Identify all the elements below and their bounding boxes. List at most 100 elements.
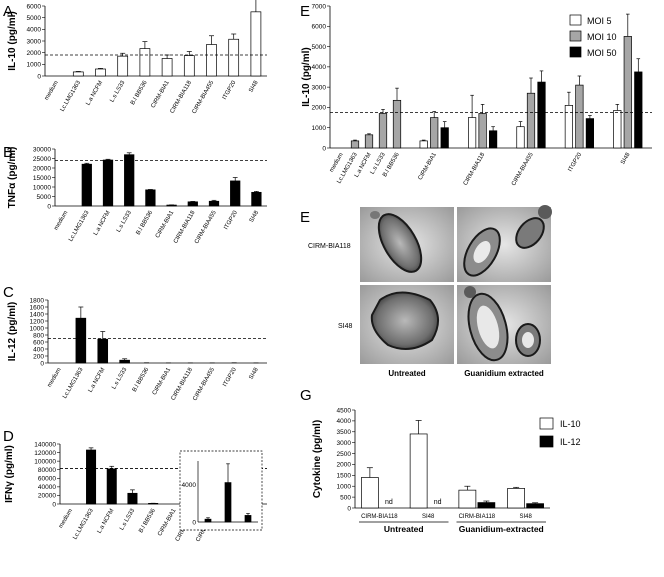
micrograph-col-label-guanidium: Guanidium extracted <box>464 369 544 378</box>
bar <box>117 55 129 77</box>
y-tick-label: 20000 <box>38 493 56 500</box>
y-tick-label: 3500 <box>337 429 352 436</box>
panel-label-d: D <box>3 428 14 445</box>
bar-moi-10 <box>575 84 584 149</box>
y-tick-label: 25000 <box>33 156 51 163</box>
y-tick-label: 5000 <box>37 194 52 201</box>
y-tick-label: 1800 <box>30 297 45 304</box>
x-tick-label: Lc.LMG1363 <box>62 366 85 399</box>
x-tick-label: CIRM-BIA455 <box>192 79 216 115</box>
x-tick-label: medium <box>44 80 60 101</box>
y-tick-label: 0 <box>347 505 351 512</box>
y-axis-label: IL-10 (pg/ml) <box>301 47 312 106</box>
panel-label-b: B <box>3 144 13 161</box>
y-tick-label: 3000 <box>312 84 327 91</box>
bar <box>81 163 92 207</box>
micrograph-row-label-si48: SI48 <box>338 323 353 330</box>
bar-moi-50 <box>489 130 498 149</box>
y-tick-label: 2500 <box>337 451 352 458</box>
bar-il-12 <box>477 502 496 509</box>
bar <box>97 338 109 364</box>
y-tick-label: 15000 <box>33 175 51 182</box>
panel-label-f: E <box>300 209 310 226</box>
x-tick-label: CIRM-BIA1 <box>152 366 173 396</box>
panel-label-e: E <box>300 3 310 20</box>
y-tick-label: 200 <box>33 353 44 360</box>
bar <box>124 154 135 207</box>
x-tick-label: B.l BB536 <box>138 507 157 534</box>
bar-moi-10 <box>350 140 360 149</box>
y-tick-label: 4000 <box>27 27 42 34</box>
inset-bar <box>244 515 252 523</box>
y-axis-label: TNFα (pg/ml) <box>7 147 18 209</box>
x-tick-label: CIRM-BIA118 <box>173 209 197 244</box>
bar-il-10 <box>507 488 525 509</box>
x-tick-label: L.a NCFM <box>97 508 116 535</box>
bar <box>139 48 151 77</box>
y-tick-label: 400 <box>33 346 44 353</box>
bar-moi-5 <box>468 117 477 149</box>
bar-moi-50 <box>537 81 546 149</box>
x-tick-label: CIRM-BIA455 <box>511 151 535 187</box>
x-tick-label: L.a NCFM <box>88 367 107 394</box>
y-tick-label: 5000 <box>312 44 327 51</box>
panel-a: A 0 1000 2000 3000 4000 5000 6000 IL-10 (pg/ml) m… <box>3 0 267 115</box>
y-tick-label: 4000 <box>337 418 352 425</box>
x-tick-label: B.l BB536 <box>132 366 151 393</box>
y-tick-label: 1000 <box>30 325 45 332</box>
x-tick-label: ITGP20 <box>223 209 239 230</box>
micrograph-panel: E <box>300 205 552 378</box>
bar <box>127 492 138 505</box>
x-tick-label: medium <box>47 367 63 388</box>
y-tick-label: 6000 <box>27 3 42 10</box>
group-label: Guanidium-extracted <box>459 524 544 534</box>
bar <box>161 58 173 77</box>
micrograph-row-label-cirm-bia118: CIRM-BIA118 <box>308 243 351 250</box>
y-tick-label: 1400 <box>30 311 45 318</box>
y-tick-label: 100000 <box>34 458 56 465</box>
bar <box>145 189 156 207</box>
bar-moi-10 <box>623 36 632 149</box>
x-tick-label: ITGP20 <box>222 366 238 387</box>
panel-d: D020000400006000080000100000120000140000… <box>3 428 267 543</box>
bar <box>102 159 114 207</box>
y-tick-label: 2000 <box>337 462 352 469</box>
x-tick-label: L.s LS33 <box>111 366 128 390</box>
panel-label-c: C <box>3 284 14 301</box>
inset-y-tick-label: 4000 <box>182 482 197 489</box>
legend-swatch <box>569 14 582 26</box>
bar-moi-5 <box>564 105 574 149</box>
y-tick-label: 1200 <box>30 318 45 325</box>
inset-bar <box>224 482 232 523</box>
y-tick-label: 0 <box>322 145 326 152</box>
bar-il-10 <box>361 477 379 509</box>
x-tick-label: L.a NCFM <box>93 210 112 237</box>
bar-moi-10 <box>430 117 439 149</box>
micrograph-si48-guanidium <box>457 285 551 364</box>
x-tick-label: L.s LS33 <box>116 209 133 233</box>
x-tick-label: ITGP20 <box>222 79 238 100</box>
y-tick-label: 2000 <box>27 50 42 57</box>
y-tick-label: 60000 <box>38 476 56 483</box>
y-tick-label: 5000 <box>27 15 42 22</box>
x-tick-label: CIRM-BIA1 <box>155 209 176 239</box>
not-determined-label: nd <box>385 499 393 506</box>
legend-label: IL-10 <box>560 419 581 429</box>
bar-il-10 <box>458 489 477 509</box>
y-axis-label: IL-10 (pg/ml) <box>7 11 18 70</box>
bar <box>86 449 97 505</box>
y-tick-label: 1500 <box>337 473 352 480</box>
micrograph-si48-untreated <box>360 285 454 364</box>
micrograph-cirm-bia118-untreated <box>360 207 454 282</box>
x-tick-label: SI48 <box>249 209 261 223</box>
y-tick-label: 4000 <box>312 64 327 71</box>
bar-moi-10 <box>526 92 536 149</box>
legend-swatch <box>569 46 582 58</box>
x-tick-label: SI48 <box>620 151 632 165</box>
x-tick-label: Lc.LMG1363 <box>60 79 83 112</box>
x-tick-label: CIRM-BIA1 <box>157 507 178 537</box>
bar <box>208 200 220 207</box>
bar-moi-10 <box>364 134 374 149</box>
